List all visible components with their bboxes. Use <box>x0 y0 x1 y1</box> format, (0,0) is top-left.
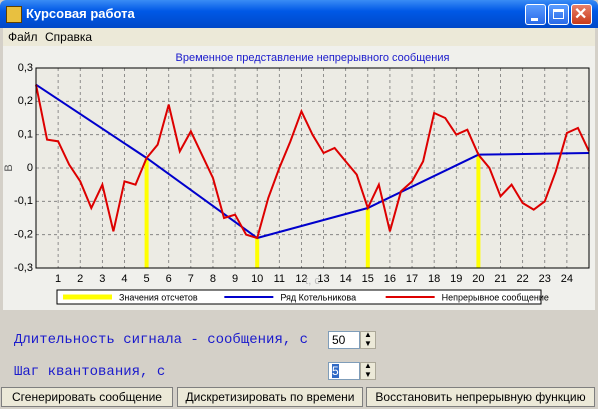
menu-item[interactable]: Файл <box>8 30 38 44</box>
x-tick-label: 4 <box>121 273 127 285</box>
legend-label: Ряд Котельникова <box>280 292 356 302</box>
close-button[interactable]: ✕ <box>571 4 592 25</box>
x-tick-label: 13 <box>317 273 329 285</box>
x-tick-label: 23 <box>539 273 551 285</box>
series-line <box>35 83 590 240</box>
x-tick-label: 1 <box>55 273 61 285</box>
x-tick-label: 16 <box>384 273 396 285</box>
x-tick-label: 22 <box>517 273 529 285</box>
x-tick-label: 11 <box>274 273 285 285</box>
y-tick-label: 0 <box>27 162 33 174</box>
button[interactable]: Дискретизировать по времени <box>177 387 363 407</box>
y-tick-label: -0,1 <box>14 195 33 207</box>
field-label: Длительность сигнала - сообщения, с <box>14 332 309 348</box>
x-tick-label: 5 <box>144 273 150 285</box>
x-tick-label: 6 <box>166 273 172 285</box>
x-tick-label: 3 <box>99 273 105 285</box>
x-tick-label: 18 <box>428 273 440 285</box>
x-tick-label: 15 <box>362 273 374 285</box>
maximize-button[interactable] <box>548 4 569 25</box>
plot-border <box>35 67 590 269</box>
y-tick-label: 0,3 <box>18 62 33 74</box>
x-tick-label: 17 <box>406 273 418 285</box>
x-tick-label: 21 <box>494 273 506 285</box>
title-bar: Курсовая работа ✕ <box>0 0 598 28</box>
x-tick-label: 10 <box>251 273 263 285</box>
app-icon <box>6 6 22 23</box>
spin-buttons[interactable]: ▲ ▼ <box>360 361 376 380</box>
menu-item[interactable]: Справка <box>45 30 93 44</box>
spin-value: 5 <box>332 364 339 378</box>
sample-bar <box>365 208 370 268</box>
spin-input[interactable]: 5 <box>328 362 360 380</box>
spin-input[interactable]: 50 <box>328 331 360 349</box>
field-label: Шаг квантования, с <box>14 364 166 380</box>
y-tick-label: -0,2 <box>14 229 33 241</box>
x-tick-label: 7 <box>188 273 194 285</box>
x-tick-label: 9 <box>232 273 238 285</box>
chart-panel: Временное представление непрерывного соо… <box>3 46 595 310</box>
y-tick-label: 0,1 <box>18 129 33 141</box>
button[interactable]: Сгенерировать сообщение <box>1 387 173 407</box>
legend-box <box>56 289 542 305</box>
y-axis-label: В <box>3 164 15 171</box>
y-tick-label: -0,3 <box>14 262 33 274</box>
chart-title: Временное представление непрерывного соо… <box>176 52 450 64</box>
x-axis-label: t, c <box>305 275 320 287</box>
legend-label: Значения отсчетов <box>119 292 198 302</box>
x-tick-label: 24 <box>561 273 573 285</box>
window-title: Курсовая работа <box>26 6 135 21</box>
minimize-button[interactable] <box>525 4 546 25</box>
x-tick-label: 8 <box>210 273 216 285</box>
x-tick-label: 20 <box>472 273 484 285</box>
legend-label: Непрерывное сообщение <box>442 292 549 302</box>
series-line <box>35 84 590 240</box>
sample-bar <box>255 238 260 268</box>
x-tick-label: 14 <box>340 273 352 285</box>
sample-bar <box>476 154 481 268</box>
y-tick-label: 0,2 <box>18 95 33 107</box>
menu-bar: Файл Справка <box>3 28 595 46</box>
x-tick-label: 2 <box>77 273 83 285</box>
x-tick-label: 12 <box>295 273 307 285</box>
sample-bar <box>144 158 149 268</box>
button[interactable]: Восстановить непрерывную функцию <box>366 387 595 407</box>
x-tick-label: 19 <box>450 273 462 285</box>
chart: Временное представление непрерывного соо… <box>3 52 590 305</box>
spin-buttons[interactable]: ▲ ▼ <box>360 330 376 349</box>
